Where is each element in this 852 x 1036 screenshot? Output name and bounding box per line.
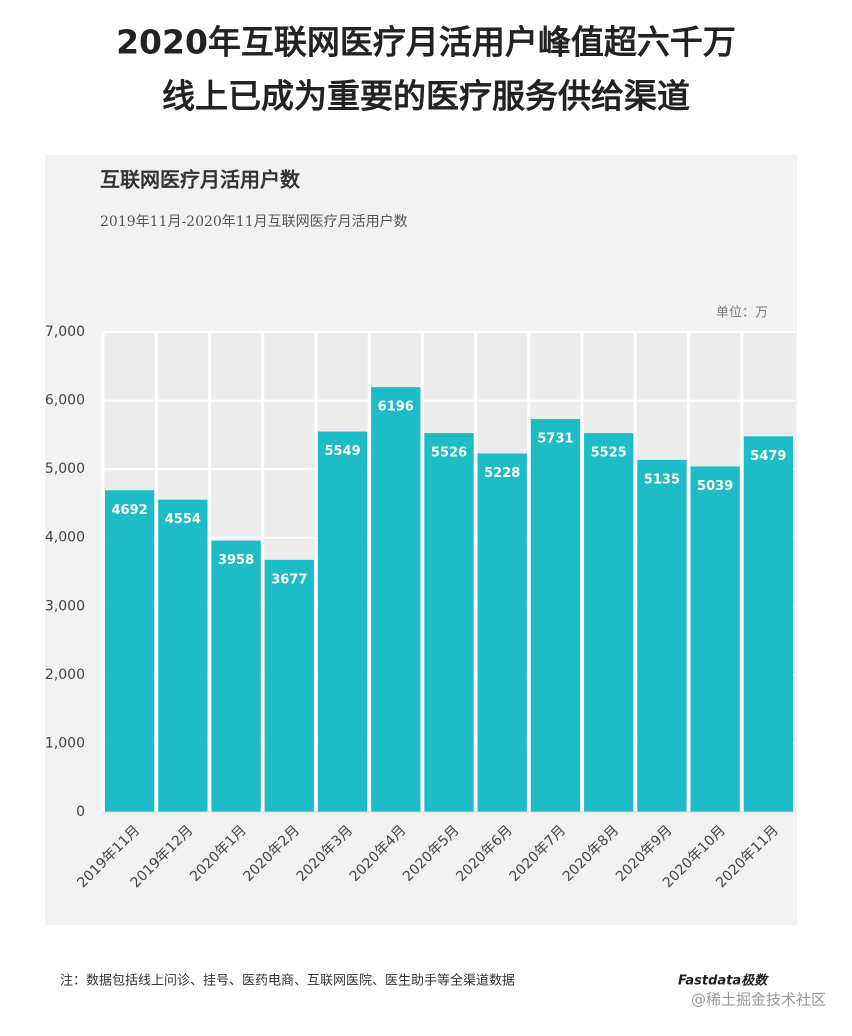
value-label: 5525 <box>591 446 627 461</box>
bar <box>584 433 634 812</box>
bar <box>743 436 793 812</box>
y-tick-label: 5,000 <box>45 461 85 477</box>
y-tick-label: 3,000 <box>45 598 85 614</box>
bar <box>158 499 208 812</box>
value-label: 4692 <box>112 503 148 518</box>
bar <box>371 387 421 812</box>
y-tick-label: 2,000 <box>45 667 85 683</box>
y-tick-label: 0 <box>76 804 85 820</box>
chart-title: 互联网医疗月活用户数 <box>100 168 301 192</box>
y-tick-label: 4,000 <box>45 530 85 546</box>
footnote: 注：数据包括线上问诊、挂号、医药电商、互联网医院、医生助手等全渠道数据 <box>60 973 515 989</box>
value-label: 5228 <box>484 466 520 481</box>
bar <box>637 459 687 812</box>
bar <box>317 431 368 812</box>
logo: Fastdata极数 <box>678 973 769 989</box>
value-label: 5526 <box>431 446 467 461</box>
headline: 线上已成为重要的医疗服务供给渠道 <box>162 77 690 116</box>
value-label: 5479 <box>750 449 786 464</box>
value-label: 5039 <box>697 479 733 494</box>
value-label: 3958 <box>218 553 254 568</box>
bar <box>105 490 155 812</box>
plot: 0 1,000 2,000 3,000 4,000 5,000 6,000 7,000 4692… <box>45 324 795 891</box>
y-tick-label: 6,000 <box>45 393 85 409</box>
bar <box>424 433 474 812</box>
bar <box>264 559 314 812</box>
y-tick-label: 1,000 <box>45 735 85 751</box>
watermark: @稀土掘金技术社区 <box>691 991 826 1009</box>
value-label: 5549 <box>324 444 360 459</box>
value-label: 6196 <box>378 400 414 415</box>
value-label: 3677 <box>271 572 307 587</box>
y-tick-label: 7,000 <box>45 324 85 340</box>
bar <box>690 466 740 812</box>
unit-label: 单位：万 <box>716 306 768 321</box>
value-label: 5731 <box>537 432 573 447</box>
bar <box>530 419 581 812</box>
value-label: 4554 <box>165 512 201 527</box>
bar <box>477 453 527 812</box>
bar <box>211 540 261 812</box>
value-label: 5135 <box>644 472 680 487</box>
chart-subtitle: 2019年11月-2020年11月互联网医疗月活用户数 <box>100 213 408 230</box>
headline: 2020年互联网医疗月活用户峰值超六千万 <box>116 23 736 62</box>
